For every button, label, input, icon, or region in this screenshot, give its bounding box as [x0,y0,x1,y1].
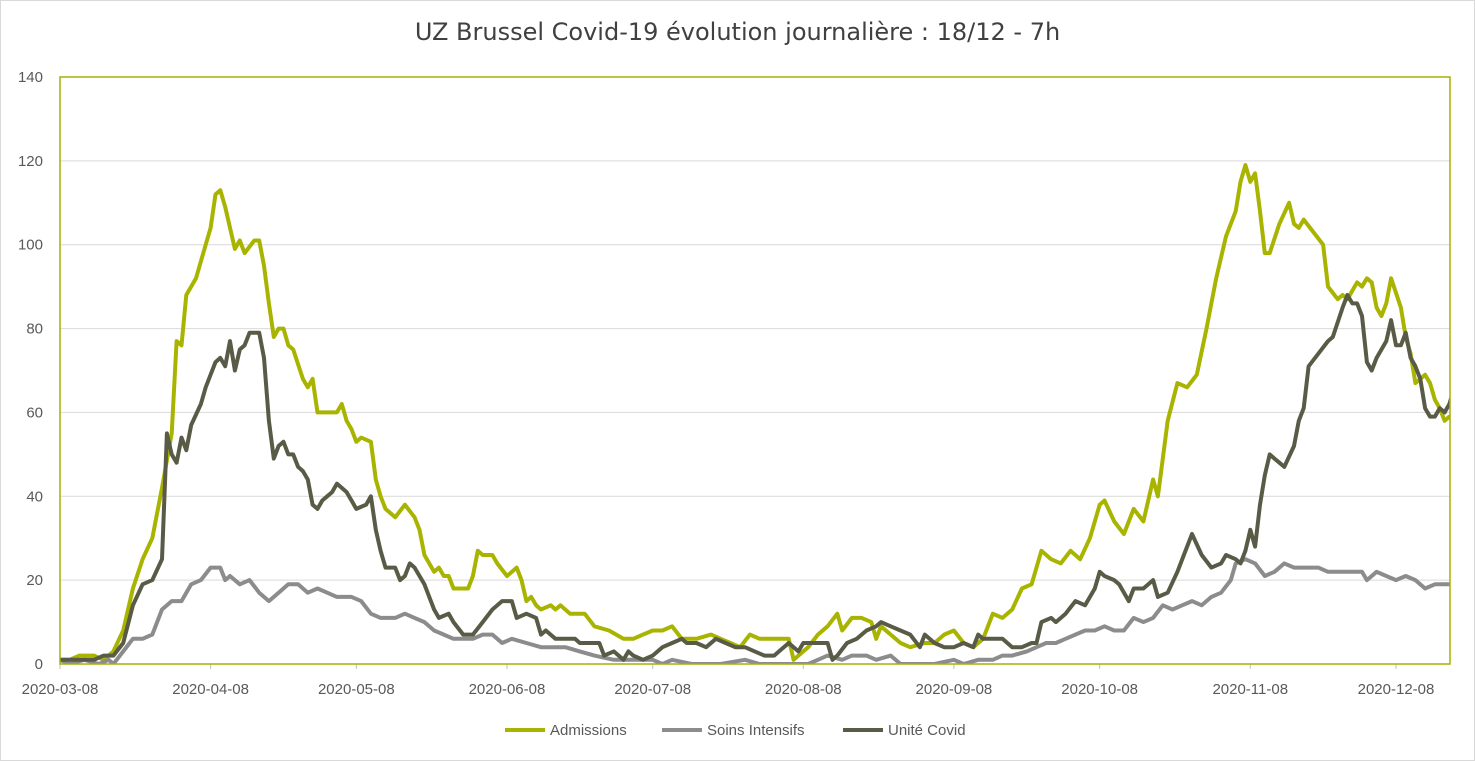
y-tick-label: 20 [26,572,43,589]
plot-area-border [59,76,1451,665]
x-tick-label: 2020-06-08 [469,681,546,698]
legend-label-unite-covid: Unité Covid [888,722,966,739]
y-axis-ticks: 0 20 40 60 80 100 120 140 [18,69,43,673]
series-line-soins-intensifs [60,557,1450,664]
x-tick-label: 2020-12-08 [1358,681,1435,698]
x-tick-label: 2020-11-08 [1212,681,1288,698]
y-tick-label: 140 [18,69,43,86]
x-tick-label: 2020-07-08 [614,681,691,698]
legend-label-admissions: Admissions [550,722,627,739]
y-tick-label: 120 [18,153,43,170]
x-axis-ticks: 2020-03-08 2020-04-08 2020-05-08 2020-06-08… [22,664,1435,698]
gridlines [60,160,1450,581]
x-tick-label: 2020-10-08 [1061,681,1138,698]
series-lines [60,163,1450,664]
x-tick-label: 2020-03-08 [22,681,99,698]
x-tick-label: 2020-05-08 [318,681,395,698]
y-tick-label: 100 [18,237,43,254]
legend: Admissions Soins Intensifs Unité Covid [505,722,966,739]
y-tick-label: 40 [26,488,43,505]
legend-label-soins-intensifs: Soins Intensifs [707,722,805,739]
y-tick-label: 60 [26,404,43,421]
x-tick-label: 2020-09-08 [916,681,993,698]
series-line-unite-covid [60,293,1450,662]
y-tick-label: 80 [26,321,43,338]
series-line-admissions [60,163,1450,662]
x-tick-label: 2020-08-08 [765,681,842,698]
x-tick-label: 2020-04-08 [172,681,249,698]
y-tick-label: 0 [35,656,43,673]
chart-title: UZ Brussel Covid-19 évolution journalièr… [414,18,1061,46]
